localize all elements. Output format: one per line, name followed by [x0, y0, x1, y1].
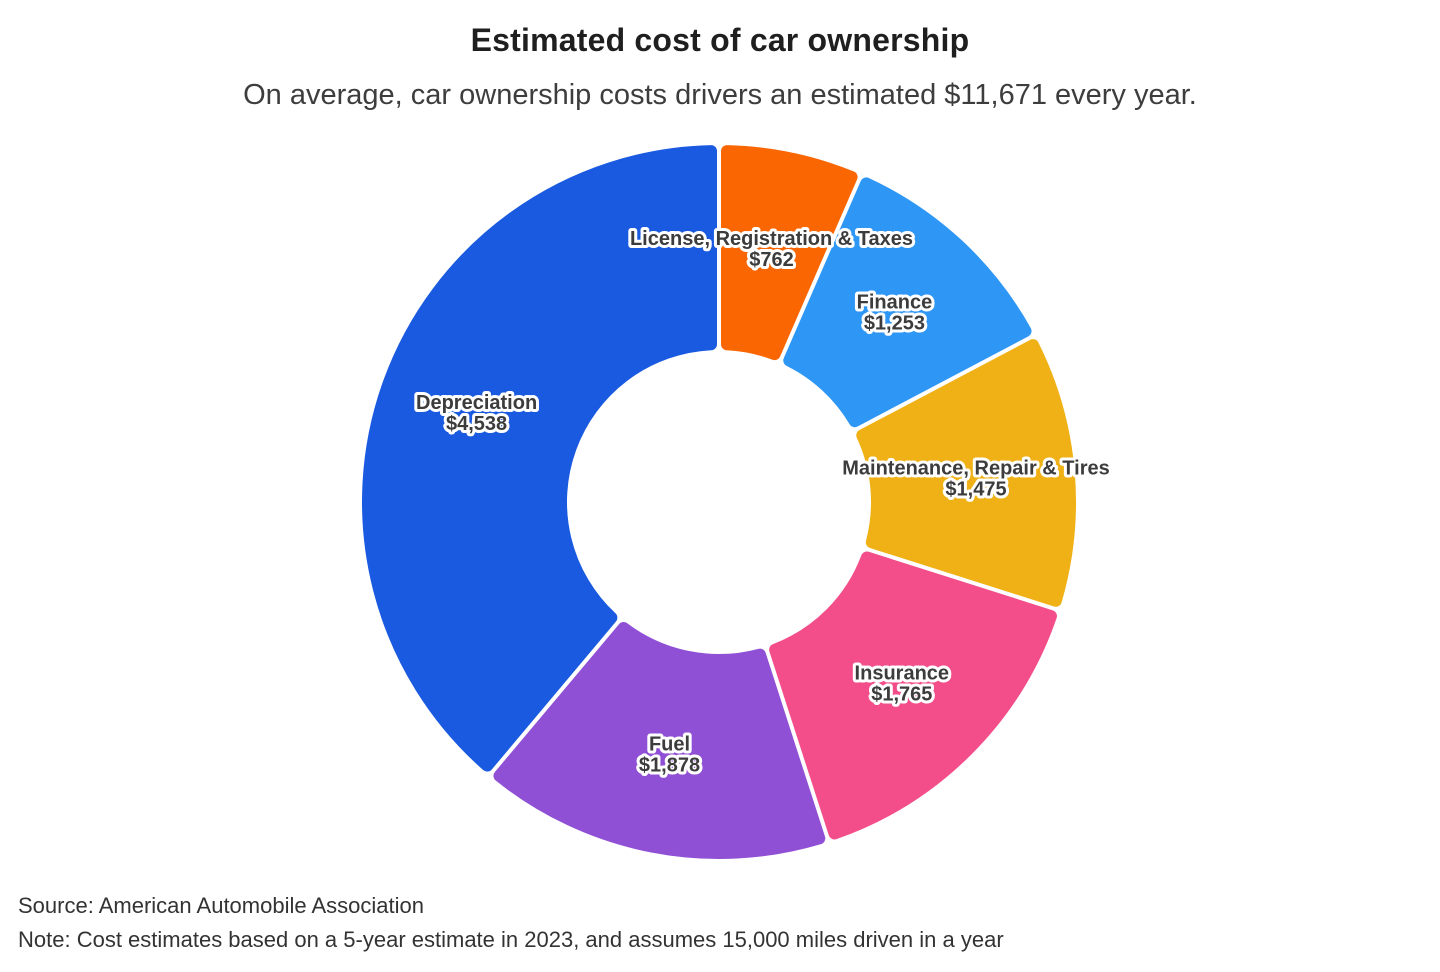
slice-label-fuel: Fuel$1,878 — [636, 731, 703, 780]
slice-name: Finance — [857, 291, 933, 313]
methodology-note: Note: Cost estimates based on a 5-year e… — [18, 927, 1004, 952]
slice-depreciation — [362, 145, 717, 772]
chart-subtitle: On average, car ownership costs drivers … — [243, 79, 1197, 111]
chart-title: Estimated cost of car ownership — [470, 22, 970, 58]
slice-finance — [783, 177, 1032, 428]
slice-value: $4,538 — [446, 413, 507, 435]
slice-name: License, Registration & Taxes — [630, 228, 913, 250]
slice-value: $1,253 — [864, 312, 925, 334]
slice-label-maintenance-repair-tires: Maintenance, Repair & Tires$1,475 — [839, 455, 1113, 504]
slice-value: $1,878 — [639, 755, 700, 777]
chart-footer: Source: American Automobile Association … — [18, 889, 1004, 957]
slice-label-depreciation: Depreciation$4,538 — [413, 389, 540, 438]
slice-label-insurance: Insurance$1,765 — [852, 660, 952, 709]
slice-name: Maintenance, Repair & Tires — [842, 458, 1110, 480]
slice-fuel — [493, 621, 826, 859]
slice-value: $1,475 — [945, 479, 1006, 501]
slice-name: Depreciation — [416, 392, 537, 414]
slice-value: $1,765 — [871, 684, 932, 706]
slice-label-finance: Finance$1,253 — [854, 288, 936, 337]
slice-label-license-registration-taxes: License, Registration & Taxes$762 — [627, 225, 916, 274]
slice-insurance — [769, 551, 1057, 840]
slice-maintenance-repair-tires — [856, 339, 1076, 607]
source-note: Source: American Automobile Association — [18, 893, 425, 918]
slice-name: Fuel — [649, 734, 690, 756]
slice-license-registration-taxes — [721, 145, 858, 361]
slice-value: $762 — [749, 249, 794, 271]
slice-name: Insurance — [855, 663, 949, 685]
